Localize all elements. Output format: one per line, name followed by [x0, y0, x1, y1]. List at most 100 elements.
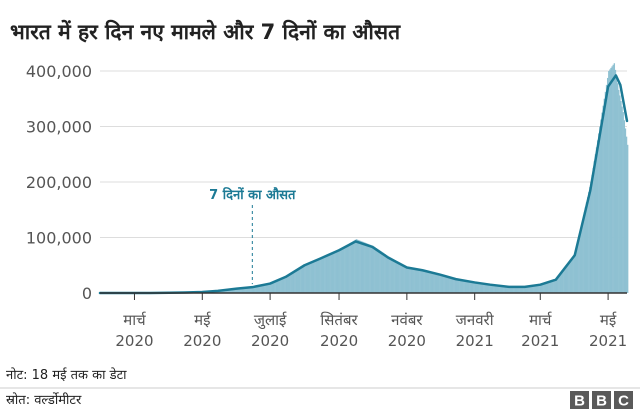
- daily-case-bar: [590, 182, 592, 293]
- daily-case-bar: [478, 282, 480, 293]
- daily-case-bar: [571, 257, 573, 293]
- daily-case-bar: [309, 262, 311, 293]
- daily-case-bar: [475, 282, 478, 293]
- daily-case-bar: [322, 257, 324, 293]
- daily-case-bar: [222, 290, 224, 293]
- daily-case-bar: [344, 246, 346, 293]
- daily-case-bar: [531, 285, 533, 293]
- x-tick-month: मार्च: [529, 311, 552, 329]
- daily-case-bar: [472, 281, 474, 293]
- daily-case-bar: [414, 269, 416, 293]
- daily-case-bar: [532, 285, 534, 293]
- daily-case-bar: [317, 258, 320, 293]
- daily-case-bar: [241, 288, 243, 293]
- daily-case-bar: [524, 286, 527, 293]
- daily-case-bar: [509, 286, 511, 293]
- daily-case-bar: [552, 279, 554, 293]
- x-tick-month: मार्च: [123, 311, 146, 329]
- daily-case-bar: [506, 286, 509, 293]
- daily-case-bar: [444, 275, 447, 293]
- daily-case-bar: [221, 290, 223, 293]
- daily-case-bar: [335, 251, 338, 293]
- daily-case-bar: [525, 286, 528, 293]
- daily-case-bar: [290, 273, 292, 293]
- daily-case-bar: [608, 71, 610, 293]
- seven-day-average: [98, 74, 629, 295]
- daily-case-bar: [269, 283, 271, 293]
- daily-case-bar: [611, 66, 613, 293]
- daily-case-bar: [462, 280, 464, 293]
- daily-cases-bars: [136, 63, 629, 294]
- daily-case-bar: [316, 259, 319, 293]
- daily-case-bar: [283, 277, 285, 293]
- daily-case-bar: [618, 89, 620, 294]
- daily-case-bar: [419, 270, 421, 293]
- daily-case-bar: [510, 286, 512, 293]
- daily-case-bar: [505, 286, 508, 293]
- x-tick-month: सितंबर: [320, 311, 358, 329]
- daily-case-bar: [546, 281, 549, 293]
- daily-case-bar: [231, 289, 233, 293]
- daily-case-bar: [421, 270, 423, 293]
- daily-case-bar: [391, 258, 393, 293]
- daily-case-bar: [261, 284, 263, 293]
- daily-case-bar: [250, 287, 252, 293]
- daily-case-bar: [437, 274, 440, 293]
- x-tick-month: जुलाई: [254, 311, 288, 330]
- daily-case-bar: [354, 239, 356, 293]
- daily-case-bar: [625, 136, 628, 293]
- daily-case-bar: [519, 286, 521, 293]
- daily-case-bar: [425, 271, 428, 293]
- daily-case-bar: [254, 286, 256, 293]
- daily-case-bar: [573, 254, 575, 293]
- daily-case-bar: [224, 290, 226, 293]
- daily-case-bar: [485, 283, 488, 293]
- daily-case-bar: [389, 257, 391, 293]
- daily-case-bar: [332, 252, 334, 293]
- daily-case-bar: [451, 277, 453, 293]
- daily-case-bar: [488, 284, 490, 293]
- x-tick-month: मई: [600, 311, 617, 329]
- daily-case-bar: [585, 202, 588, 293]
- y-axis-ticks: 0 100,000 200,000 300,000 400,000: [26, 62, 92, 303]
- x-tick-year: 2020: [320, 332, 358, 350]
- daily-case-bar: [343, 246, 345, 293]
- daily-case-bar: [434, 273, 437, 293]
- daily-case-bar: [534, 285, 537, 293]
- daily-case-bar: [352, 241, 354, 293]
- daily-case-bar: [403, 265, 405, 293]
- daily-case-bar: [579, 232, 581, 293]
- daily-case-bar: [248, 287, 251, 293]
- daily-case-bar: [413, 268, 415, 293]
- annotation-label: 7 दिनों का औसत: [209, 187, 296, 203]
- daily-case-bar: [598, 133, 600, 293]
- daily-case-bar: [565, 265, 568, 293]
- daily-case-bar: [555, 278, 558, 293]
- daily-case-bar: [267, 283, 270, 293]
- daily-case-bar: [594, 154, 597, 293]
- y-tick-label: 300,000: [26, 118, 92, 137]
- daily-case-bar: [582, 217, 584, 293]
- daily-case-bar: [393, 259, 395, 293]
- daily-case-bar: [502, 286, 504, 293]
- daily-case-bar: [310, 261, 312, 293]
- daily-case-bar: [374, 247, 376, 293]
- daily-case-bar: [277, 279, 280, 293]
- svg-text:B: B: [574, 393, 585, 410]
- daily-case-bar: [297, 268, 300, 293]
- daily-case-bar: [456, 279, 459, 293]
- daily-case-bar: [610, 67, 612, 293]
- daily-case-bar: [501, 285, 503, 293]
- daily-case-bar: [379, 250, 381, 293]
- daily-case-bar: [364, 242, 366, 293]
- daily-case-bar: [535, 284, 538, 293]
- daily-case-bar: [236, 288, 239, 293]
- daily-case-bar: [553, 279, 555, 293]
- daily-case-bar: [230, 289, 232, 293]
- daily-case-bar: [301, 266, 303, 293]
- chart-title: भारत में हर दिन नए मामले और 7 दिनों का औ…: [10, 19, 401, 44]
- daily-case-bar: [528, 286, 530, 293]
- daily-case-bar: [415, 269, 418, 293]
- x-tick-month: नवंबर: [391, 311, 423, 329]
- daily-case-bar: [550, 280, 552, 293]
